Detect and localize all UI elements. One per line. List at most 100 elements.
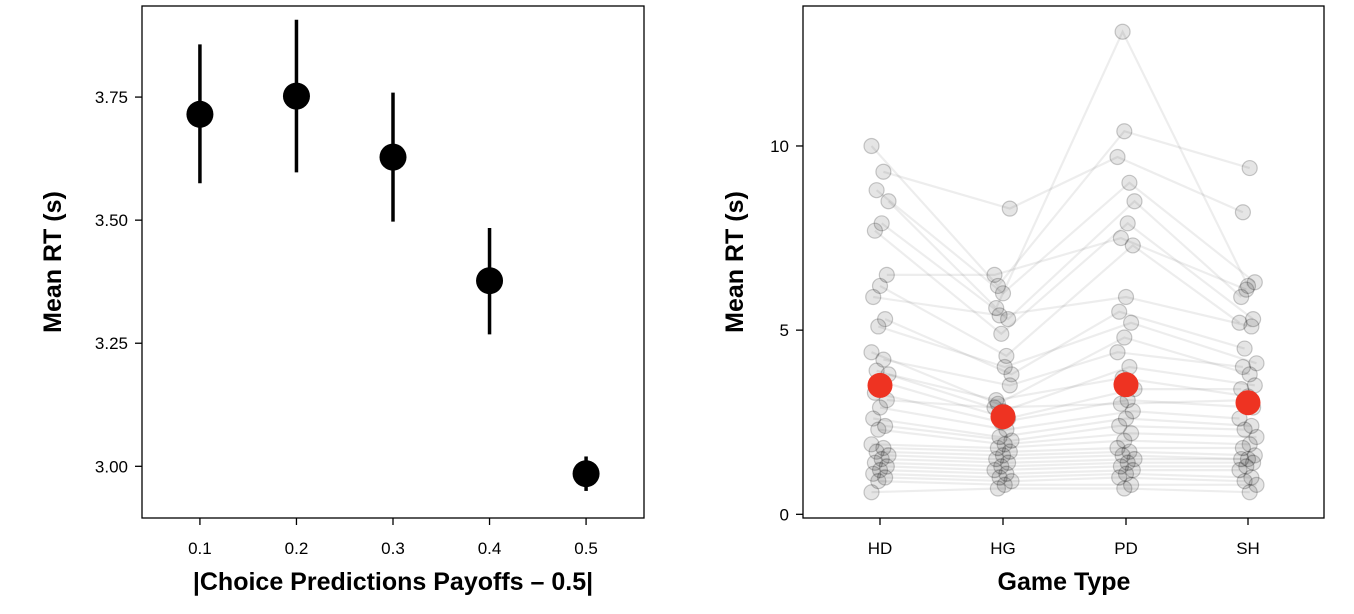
x-ticks-left: 0.1 0.2 0.3 0.4 0.5: [188, 518, 598, 558]
subject-point: [1003, 432, 1020, 449]
y-tick-label-left: 3.25: [95, 334, 128, 353]
subject-point: [863, 137, 880, 155]
subject-point: [1126, 450, 1143, 468]
subject-point: [868, 182, 885, 199]
subject-point: [870, 318, 887, 335]
subject-point: [1124, 462, 1141, 479]
y-axis-label-left: Mean RT (s): [39, 191, 67, 333]
subject-point: [880, 447, 897, 464]
y-ticks-left: 3.00 3.25 3.50 3.75: [95, 88, 142, 476]
chart-right-rt-by-game: HD HG PD SH 0 5 10 Game Type Mean RT (s): [721, 5, 1325, 596]
x-tick-label-right: SH: [1236, 539, 1260, 558]
subject-line: [871, 439, 1250, 450]
subject-point: [1121, 443, 1138, 460]
subject-point: [989, 277, 1007, 295]
subject-point: [1234, 439, 1252, 457]
y-tick-label-right: 0: [780, 505, 789, 524]
subject-point: [1248, 428, 1265, 446]
subject-point: [876, 417, 894, 435]
subject-line: [876, 365, 1255, 413]
subject-point: [989, 439, 1007, 457]
y-tick-label-right: 5: [780, 321, 789, 340]
subject-point: [1236, 421, 1253, 438]
subject-point: [999, 454, 1017, 471]
subject-point: [1236, 473, 1253, 490]
subject-point: [1116, 329, 1133, 346]
group-mean-point: [990, 404, 1016, 430]
subject-point: [871, 277, 889, 295]
plot-frame-left: [141, 5, 645, 519]
subject-point: [1243, 469, 1260, 486]
subject-point: [996, 476, 1013, 493]
y-tick-label-left: 3.75: [95, 88, 128, 107]
subject-point: [1111, 469, 1128, 486]
subject-point: [1114, 447, 1131, 464]
subject-point: [1124, 237, 1141, 254]
subject-point: [1239, 450, 1257, 468]
subject-point: [1122, 476, 1140, 493]
mean-rt-point: [476, 267, 504, 295]
subject-point: [991, 469, 1008, 486]
subject-point: [1119, 215, 1136, 232]
subject-point: [999, 310, 1017, 328]
subject-line: [879, 469, 1240, 475]
subject-point: [1003, 366, 1020, 383]
subject-line: [876, 450, 1255, 457]
y-ticks-right: 0 5 10: [770, 137, 803, 524]
subject-line: [879, 406, 1240, 431]
y-axis-label-right: Mean RT (s): [721, 191, 749, 333]
subject-point: [1112, 395, 1130, 412]
subject-point: [1112, 229, 1130, 247]
subject-point: [1243, 318, 1260, 335]
subject-point: [863, 436, 880, 453]
subject-point: [994, 285, 1012, 302]
subject-point: [1234, 204, 1252, 221]
subject-point: [1241, 436, 1258, 453]
subject-point: [1241, 484, 1258, 501]
subject-line: [871, 487, 1250, 494]
subject-point: [1116, 123, 1133, 140]
subject-point: [876, 310, 894, 328]
subject-point: [1109, 439, 1126, 457]
subject-point: [1003, 473, 1020, 490]
subject-point: [1117, 465, 1135, 482]
subject-point: [993, 325, 1010, 342]
subject-point: [1117, 410, 1135, 427]
subject-point: [986, 462, 1003, 479]
x-tick-label-left: 0.1: [188, 539, 212, 558]
subject-line: [873, 472, 1252, 479]
x-tick-label-left: 0.5: [574, 539, 598, 558]
subject-point: [875, 351, 892, 368]
subject-point: [866, 222, 884, 239]
subject-line: [874, 461, 1254, 468]
subject-point: [989, 480, 1007, 497]
subject-point: [870, 421, 887, 438]
group-mean-point: [1113, 372, 1139, 398]
subject-line: [878, 480, 1257, 486]
subject-point: [1001, 377, 1018, 394]
subject-line: [881, 458, 1242, 464]
x-axis-label-left: |Choice Predictions Payoffs – 0.5|: [193, 568, 593, 596]
subject-point: [1246, 274, 1263, 291]
y-tick-label-left: 3.50: [95, 211, 128, 230]
subject-point: [1126, 193, 1143, 210]
x-tick-label-left: 0.4: [478, 539, 502, 558]
subject-line: [881, 199, 1242, 321]
subject-line: [875, 181, 1256, 295]
subject-line: [888, 454, 1249, 461]
subject-point: [1243, 417, 1260, 435]
subject-point: [991, 428, 1008, 446]
x-ticks-right: HD HG PD SH: [868, 518, 1260, 558]
subject-point: [878, 266, 895, 283]
subject-point: [868, 443, 885, 460]
subject-line: [884, 310, 1245, 376]
subject-line: [874, 391, 1254, 424]
y-tick-label-left: 3.00: [95, 457, 128, 476]
subject-point: [988, 450, 1005, 468]
subject-point: [991, 307, 1008, 324]
subject-point: [1239, 277, 1257, 295]
subject-point: [993, 458, 1010, 475]
subject-point: [1116, 432, 1133, 449]
subject-point: [1001, 200, 1018, 217]
subject-point: [988, 299, 1005, 317]
